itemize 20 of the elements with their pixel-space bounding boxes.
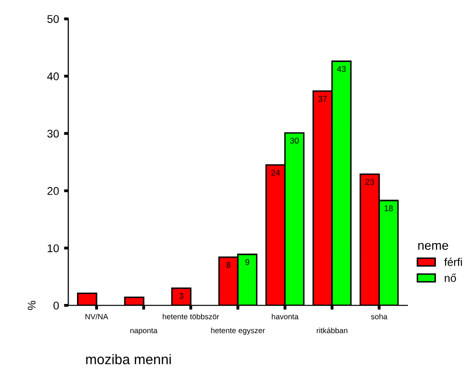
data-label: 8 xyxy=(226,262,230,268)
data-label: 3 xyxy=(179,292,184,299)
y-axis-title: % xyxy=(28,300,36,310)
y-tick-label: 0 xyxy=(54,302,59,310)
legend-label: nő xyxy=(444,274,456,282)
legend-title: neme xyxy=(418,242,448,250)
legend-label: férfi xyxy=(444,258,462,266)
data-label: 37 xyxy=(318,96,327,102)
data-label: 18 xyxy=(384,205,393,212)
y-tick-label: 10 xyxy=(48,244,59,252)
y-tick-label: 30 xyxy=(47,130,59,138)
data-label: 24 xyxy=(271,170,280,176)
data-label: 30 xyxy=(290,138,299,144)
y-tick-label: 20 xyxy=(47,187,59,195)
data-label: 9 xyxy=(245,259,250,266)
data-label: 43 xyxy=(337,66,346,72)
y-tick-label: 50 xyxy=(47,15,59,23)
y-tick-label: 40 xyxy=(47,72,59,80)
x-axis-title: moziba menni xyxy=(86,354,171,364)
data-label: 23 xyxy=(366,178,374,185)
